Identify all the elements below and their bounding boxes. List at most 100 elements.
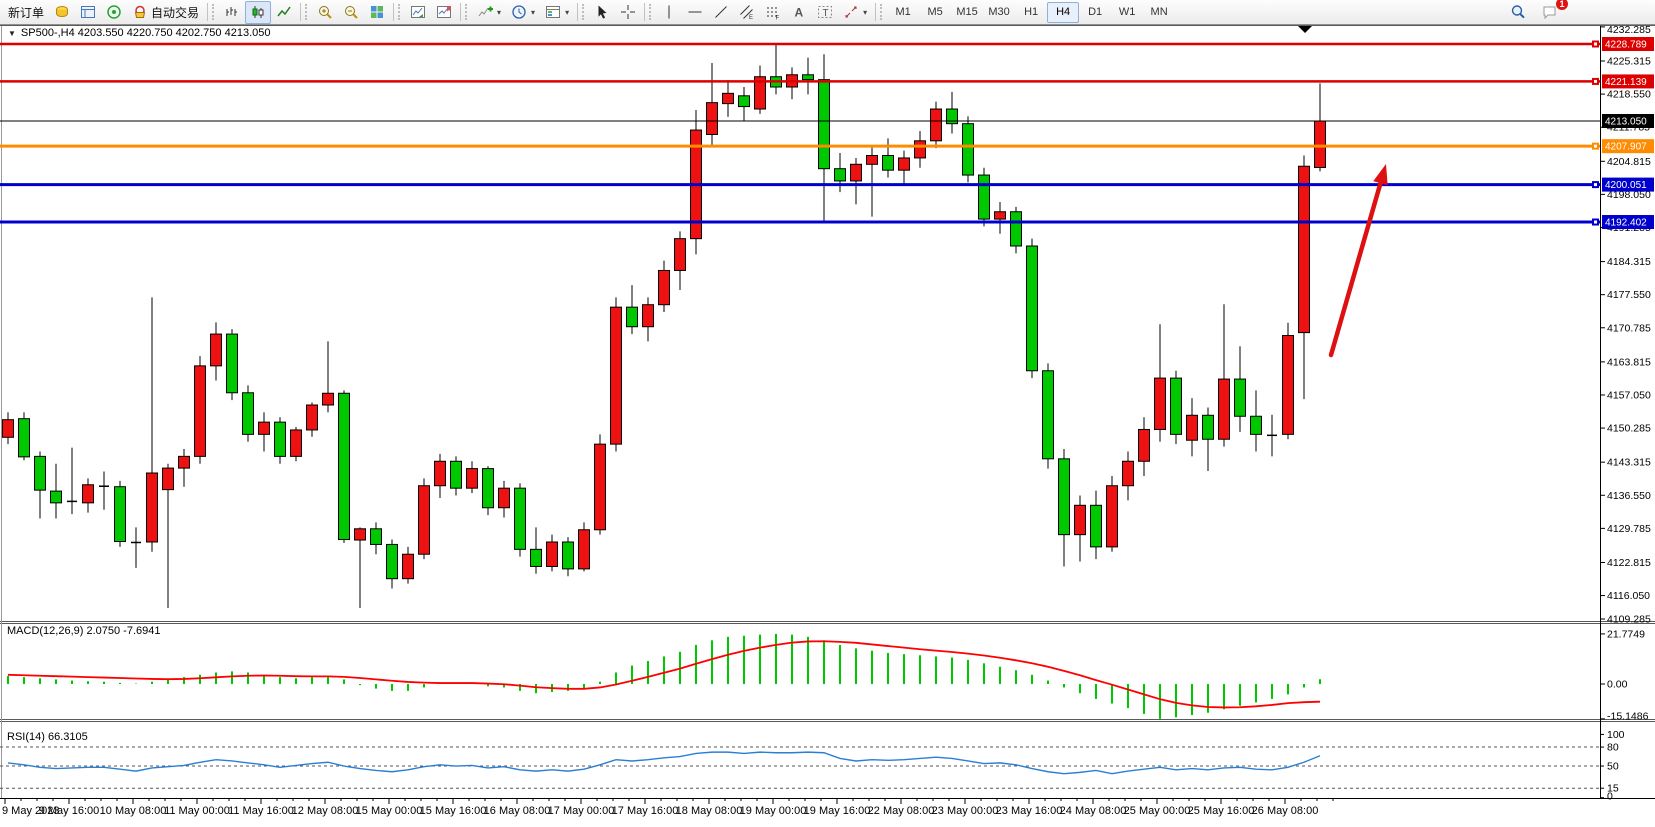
text-button[interactable]: A	[786, 1, 812, 24]
timeframe-d1-button[interactable]: D1	[1088, 6, 1103, 18]
time-tick-label: 10 May 08:00	[100, 805, 167, 817]
timeframe-h4-button[interactable]: H4	[1047, 1, 1080, 23]
macd-axis-label: -15.1486	[1607, 711, 1649, 723]
toolbar-separator	[300, 3, 302, 21]
candle-body	[354, 528, 366, 541]
time-tick-label: 15 May 00:00	[356, 805, 423, 817]
chat-notification-icon	[1543, 6, 1556, 20]
navigator-button[interactable]	[101, 1, 127, 24]
notifications-button[interactable]: 1	[1537, 0, 1568, 24]
new-order-label: 新订单	[8, 5, 45, 20]
price-level-badge	[1602, 139, 1654, 154]
candle-body	[562, 541, 574, 570]
candle-body	[578, 529, 590, 570]
new-order-button[interactable]: 新订单	[3, 1, 49, 24]
tile-windows-button[interactable]	[364, 1, 390, 24]
text-label-button[interactable]: T	[812, 1, 838, 24]
text-icon: A	[795, 6, 804, 20]
templates-button[interactable]: ▾	[540, 1, 574, 24]
candle-body	[754, 76, 766, 110]
price-tick-label: 4198.050	[1607, 189, 1651, 201]
profiles-button[interactable]	[405, 1, 431, 24]
chart-line-button[interactable]	[271, 1, 297, 24]
chart-shift-marker-icon[interactable]	[1298, 26, 1312, 33]
time-tick-label: 15 May 16:00	[420, 805, 487, 817]
rsi-axis-label: 15	[1607, 783, 1619, 795]
candle-body	[882, 154, 894, 171]
indicators-button[interactable]: ▾	[472, 1, 506, 24]
time-tick-label: 12 May 08:00	[292, 805, 359, 817]
vertical-line-icon	[668, 5, 670, 19]
timeframe-m30-button[interactable]: M30	[988, 6, 1010, 18]
timeframe-w1-button[interactable]: W1	[1118, 6, 1136, 18]
toolbar: 新订单 自动交易 ▾ ▾ ▾ E F A T ▾ M1 M5 M15 M30 H1 H4 D1 W1 MN 1	[0, 0, 1655, 25]
candle-body	[514, 487, 526, 550]
timeframe-m15-button[interactable]: M15	[956, 6, 978, 18]
chart-menu-triangle-icon[interactable]: ▼	[8, 28, 16, 38]
zoom-out-button[interactable]	[338, 1, 364, 24]
saved-charts-button[interactable]	[431, 1, 457, 24]
arrow-shaft[interactable]	[1328, 177, 1384, 358]
chart-candles-icon	[252, 6, 264, 18]
chart-window-title[interactable]: ▼ SP500-,H4 4203.550 4220.750 4202.750 4…	[8, 27, 270, 39]
candle-body	[1090, 504, 1102, 548]
crosshair-button[interactable]	[615, 1, 641, 24]
arrow-tools-icon	[845, 6, 857, 18]
equidistant-channel-button[interactable]: E	[734, 1, 760, 24]
time-tick-label: 26 May 08:00	[1252, 805, 1319, 817]
macd-axis-label: 21.7749	[1607, 628, 1645, 640]
dropdown-caret-icon[interactable]: ▾	[565, 7, 570, 17]
fibonacci-button[interactable]: F	[760, 1, 786, 24]
candle-body	[1250, 415, 1262, 435]
vertical-line-button[interactable]	[656, 1, 682, 24]
rsi-axis-label: 0	[1607, 791, 1613, 803]
periods-button[interactable]: ▾	[506, 1, 540, 24]
cursor-button[interactable]	[589, 1, 615, 24]
macd-axis-label: 0.00	[1607, 679, 1628, 691]
add-indicator-icon	[478, 6, 494, 17]
price-level-badge-text: 4228.789	[1605, 39, 1647, 50]
svg-text:A: A	[795, 6, 804, 20]
candle-body	[306, 404, 318, 431]
price-tick-label: 4122.815	[1607, 557, 1651, 569]
candle-body	[1010, 211, 1022, 247]
price-tick-label: 4184.315	[1607, 256, 1651, 268]
price-level-badge-text: 4192.402	[1605, 218, 1647, 229]
arrow-tools-button[interactable]: ▾	[838, 1, 872, 24]
price-tick-label: 4232.285	[1607, 24, 1651, 36]
arrow-head[interactable]	[1373, 164, 1388, 186]
dropdown-caret-icon[interactable]: ▾	[863, 7, 868, 17]
candle-body	[1154, 377, 1166, 430]
price-level-badge-text: 4200.051	[1605, 180, 1647, 191]
candle-body	[450, 460, 462, 489]
search-button[interactable]	[1505, 1, 1531, 24]
price-tick-label: 4163.815	[1607, 356, 1651, 368]
candle-body	[994, 211, 1006, 220]
timeframe-toolbar: M1 M5 M15 M30 H1 H4 D1 W1 MN	[887, 1, 1175, 23]
timeframe-mn-button[interactable]: MN	[1150, 6, 1168, 18]
timeframe-h1-button[interactable]: H1	[1024, 6, 1039, 18]
price-tick-label: 4116.050	[1607, 590, 1650, 602]
candle-body	[738, 95, 750, 108]
candle-body	[1202, 414, 1214, 440]
price-level-badge	[1602, 114, 1654, 128]
candle-body	[706, 102, 718, 135]
timeframe-m5-button[interactable]: M5	[927, 6, 943, 18]
data-window-button[interactable]	[75, 1, 101, 24]
market-watch-button[interactable]	[49, 1, 75, 24]
chart-bars-button[interactable]	[219, 1, 245, 24]
chart-candles-button[interactable]	[245, 0, 272, 24]
timeframe-m1-button[interactable]: M1	[895, 6, 911, 18]
autotrading-icon	[134, 5, 146, 18]
horizontal-line-button[interactable]	[682, 1, 708, 24]
candle-body	[1218, 378, 1230, 440]
chart-line-icon	[277, 6, 291, 17]
zoom-in-button[interactable]	[312, 1, 338, 24]
chart-bars-icon	[226, 7, 238, 16]
trend-line-button[interactable]	[708, 1, 734, 24]
autotrading-button[interactable]: 自动交易	[127, 1, 204, 24]
dropdown-caret-icon[interactable]: ▾	[531, 7, 536, 17]
dropdown-caret-icon[interactable]: ▾	[497, 7, 502, 17]
